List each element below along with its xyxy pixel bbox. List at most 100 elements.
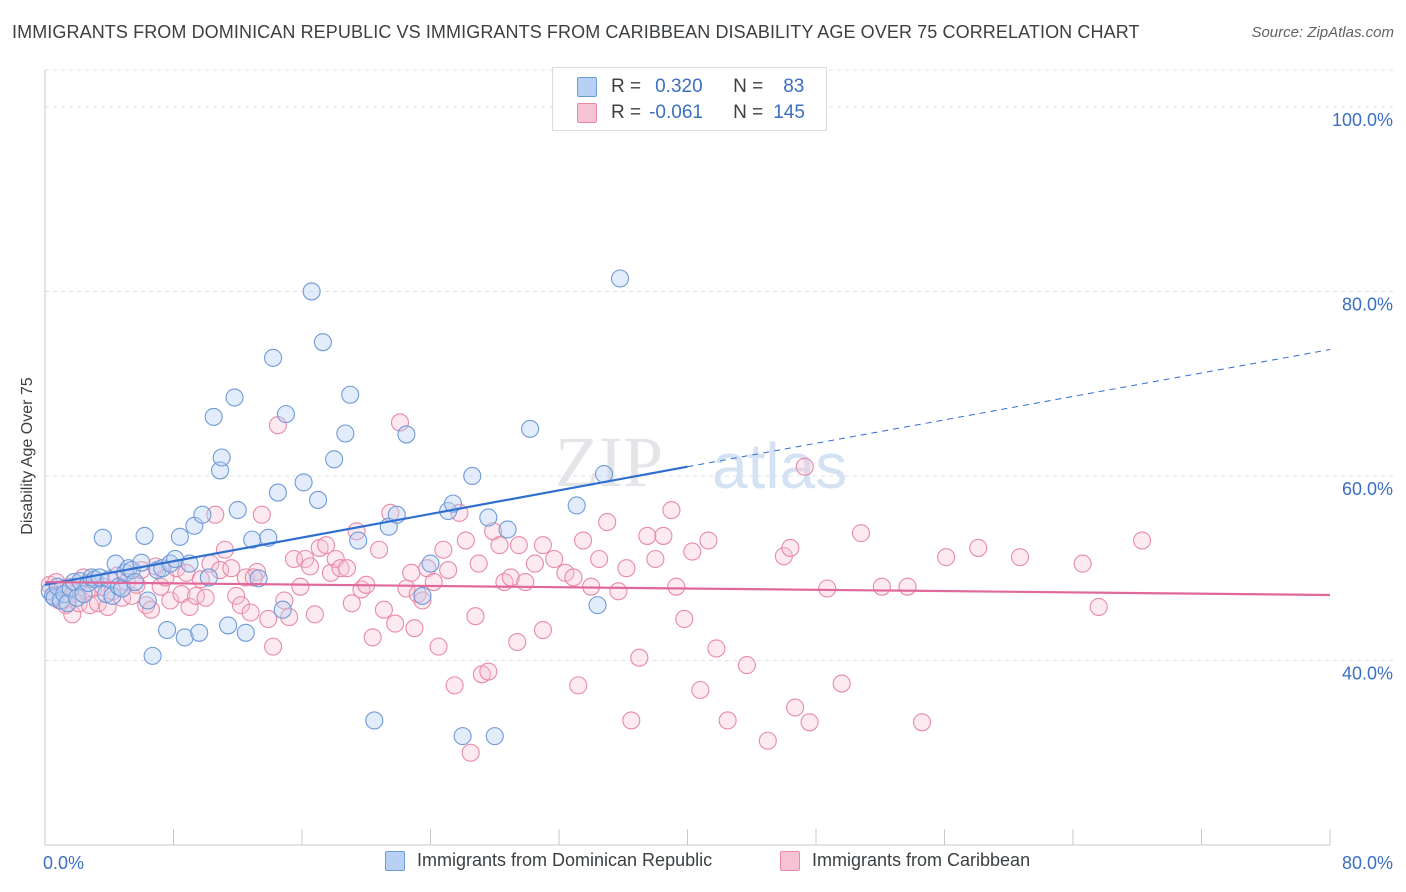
caribbean-point <box>211 561 230 580</box>
caribbean-point <box>795 457 814 476</box>
dominican-point <box>413 586 432 605</box>
caribbean-point <box>405 619 424 638</box>
trend-lines <box>44 349 1331 597</box>
dominican-point <box>313 333 332 352</box>
dominican-point <box>158 620 177 640</box>
caribbean-point <box>247 562 267 581</box>
legend-item-caribbean: Immigrants from Caribbean <box>780 850 1030 871</box>
caribbean-point <box>300 557 320 576</box>
caribbean-point <box>429 637 448 656</box>
caribbean-point <box>564 568 583 587</box>
dominican-point <box>212 448 231 467</box>
caribbean-point <box>699 531 718 550</box>
legend-r-value: 0.320 <box>655 76 703 97</box>
dominican-point <box>268 483 287 502</box>
chart-title: IMMIGRANTS FROM DOMINICAN REPUBLIC VS IM… <box>12 22 1140 42</box>
dominican-point <box>228 501 247 520</box>
caribbean-point <box>342 594 361 613</box>
dominican-point <box>135 526 154 545</box>
caribbean-point <box>280 608 299 627</box>
legend-row-caribbean: R = -0.061 N = 145 <box>577 101 805 125</box>
dominican-point <box>521 419 540 438</box>
caribbean-point <box>691 680 710 700</box>
caribbean-point <box>662 501 681 520</box>
legend-r-label: R = <box>611 76 642 97</box>
legend-label-caribbean: Immigrants from Caribbean <box>812 850 1031 870</box>
legend-r-label: R = <box>611 102 642 123</box>
dominican-point <box>479 508 498 527</box>
dominican-point <box>58 594 77 613</box>
caribbean-point <box>718 711 737 730</box>
dominican-point <box>485 727 504 746</box>
dominican-point <box>211 461 230 480</box>
y-tick-label: 100.0% <box>1332 110 1393 130</box>
caribbean-point <box>161 591 180 610</box>
caribbean-point <box>617 559 636 578</box>
caribbean-point <box>180 597 199 617</box>
caribbean-point <box>206 505 225 524</box>
dominican-point <box>170 527 189 546</box>
legend-label-dominican: Immigrants from Dominican Republic <box>417 850 713 870</box>
dominican-point <box>294 473 313 492</box>
caribbean-point <box>439 561 458 580</box>
dominican-point <box>341 385 360 404</box>
dominican-point <box>236 623 255 642</box>
caribbean-point <box>590 549 609 569</box>
dominican-point <box>610 269 630 288</box>
legend-swatch-blue <box>577 77 597 97</box>
dominican-points <box>40 269 630 746</box>
legend-n-value: 145 <box>773 102 805 123</box>
caribbean-point <box>317 536 336 555</box>
dominican-point <box>138 591 157 610</box>
caribbean-point <box>912 713 932 732</box>
caribbean-point <box>667 577 686 596</box>
dominican-point <box>443 494 463 513</box>
dominican-point <box>336 424 355 443</box>
y-tick-label: 60.0% <box>1342 479 1393 499</box>
caribbean-point <box>291 577 310 596</box>
caribbean-point <box>413 591 432 610</box>
caribbean-point <box>259 609 278 629</box>
legend-n-label: N = <box>733 102 764 123</box>
caribbean-point <box>654 526 673 545</box>
dominican-point <box>199 568 218 587</box>
dominican-point <box>421 554 440 573</box>
caribbean-point <box>675 609 694 629</box>
legend-item-dominican: Immigrants from Dominican Republic <box>385 850 712 871</box>
caribbean-point <box>509 536 528 555</box>
legend-r-value: -0.061 <box>649 102 703 123</box>
caribbean-point <box>646 549 665 569</box>
caribbean-point <box>630 648 649 667</box>
caribbean-trend-line <box>44 580 1331 597</box>
caribbean-point <box>545 549 564 569</box>
caribbean-point <box>337 559 357 578</box>
tick-labels: 40.0% 60.0% 80.0% 100.0% 0.0% 80.0% <box>43 110 1393 873</box>
correlation-legend: R = 0.320 N = 83 R = -0.061 N = 145 <box>552 67 827 131</box>
caribbean-point <box>479 662 498 681</box>
dominican-point <box>349 531 368 550</box>
caribbean-point <box>533 536 552 555</box>
dominican-point <box>204 407 223 426</box>
caribbean-point <box>937 548 956 567</box>
dominican-point <box>365 711 384 730</box>
watermark-zip: ZIP <box>555 422 663 502</box>
caribbean-point <box>264 637 283 656</box>
dominican-point <box>463 466 482 486</box>
dominican-point <box>302 282 321 301</box>
dominican-point <box>143 646 162 665</box>
legend-swatch-pink <box>577 103 597 123</box>
caribbean-point <box>1089 597 1108 617</box>
caribbean-point <box>466 607 485 626</box>
caribbean-point <box>758 731 777 750</box>
caribbean-point <box>172 584 191 604</box>
caribbean-point <box>374 600 393 619</box>
dominican-point <box>219 616 238 635</box>
series-legend: Immigrants from Dominican Republic Immig… <box>0 850 1406 878</box>
caribbean-point <box>622 711 641 730</box>
caribbean-point <box>227 586 246 605</box>
caribbean-point <box>800 713 819 732</box>
caribbean-point <box>196 588 215 607</box>
dominican-point <box>309 490 328 509</box>
caribbean-point <box>781 538 800 557</box>
caribbean-point <box>737 656 756 675</box>
